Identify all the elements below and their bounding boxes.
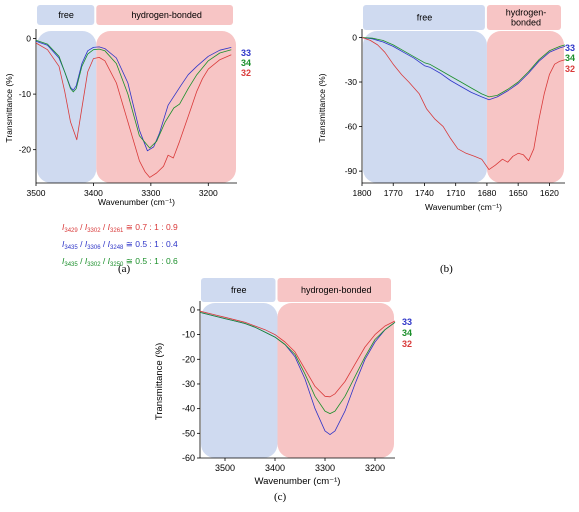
intensity-symbol: I [84, 256, 88, 266]
hb-label: hydrogen-bonded [301, 285, 372, 295]
intensity-symbol: I [62, 239, 65, 249]
intensity-symbol: I [107, 256, 111, 266]
series-line-32 [35, 42, 232, 178]
series-line-34 [35, 39, 232, 149]
y-tick-label: -20 [182, 354, 195, 364]
hb-header-band [277, 278, 391, 302]
wavenumber-subscript: 3435 [64, 245, 78, 251]
wavenumber-subscript: 3302 [87, 262, 101, 268]
y-axis-label: Transmittance (%) [317, 73, 327, 142]
x-tick-label: 1770 [384, 188, 403, 198]
intensity-symbol: I [62, 256, 65, 266]
x-axis-label: Wavenumber (cm⁻¹) [425, 202, 502, 212]
ratio-line-33: I3435 / I3306 / I3248 ≅ 0.5 : 1 : 0.4 [62, 239, 178, 251]
ratio-line-34: I3435 / I3302 / I3250 ≅ 0.5 : 1 : 0.6 [62, 256, 178, 268]
intensity-symbol: I [107, 222, 111, 232]
wavenumber-subscript: 3302 [87, 228, 101, 234]
free-header-band [363, 5, 485, 30]
hb-region [277, 303, 394, 458]
y-tick-label: -20 [19, 145, 32, 155]
y-tick-label: -10 [19, 89, 32, 99]
wavenumber-subscript: 3261 [110, 228, 124, 234]
y-tick-label: -40 [182, 404, 195, 414]
x-tick-label: 1620 [540, 188, 559, 198]
wavenumber-subscript: 3248 [110, 245, 124, 251]
wavenumber-subscript: 3250 [110, 262, 124, 268]
y-tick-label: -60 [182, 453, 195, 463]
wavenumber-subscript: 3306 [87, 245, 101, 251]
legend-33: 33 [241, 48, 251, 58]
x-tick-label: 1710 [446, 188, 465, 198]
x-tick-label: 1800 [353, 188, 372, 198]
legend-34: 34 [565, 53, 575, 63]
y-tick-label: 0 [26, 34, 31, 44]
hb-label: hydrogen-bonded [506, 8, 547, 28]
hb-label: hydrogen-bonded [131, 10, 202, 20]
y-tick-label: -90 [345, 166, 358, 176]
hb-header-band [96, 5, 233, 25]
intensity-symbol: I [107, 239, 111, 249]
x-tick-label: 3300 [315, 463, 335, 473]
free-header-band [201, 278, 276, 302]
wavenumber-subscript: 3435 [64, 262, 78, 268]
legend-32: 32 [565, 64, 575, 74]
wavenumber-subscript: 3429 [64, 228, 78, 234]
legend-34: 34 [402, 328, 412, 338]
panel-label-b: (b) [440, 263, 453, 275]
ratio-value: ≅ 0.7 : 1 : 0.9 [123, 222, 178, 232]
intensity-symbol: I [84, 222, 88, 232]
legend-32: 32 [402, 339, 412, 349]
series-line-34 [199, 312, 396, 414]
intensity-ratios: I3429 / I3302 / I3261 ≅ 0.7 : 1 : 0.9 I3… [62, 221, 178, 272]
series-line-33 [361, 37, 566, 101]
free-label: free [417, 13, 433, 23]
x-tick-label: 3500 [27, 188, 46, 198]
intensity-symbol: I [62, 222, 65, 232]
series-line-32 [361, 37, 566, 170]
free-region [363, 31, 487, 183]
legend-34: 34 [241, 58, 251, 68]
y-tick-label: -10 [182, 330, 195, 340]
x-tick-label: 3400 [265, 463, 285, 473]
x-tick-label: 1650 [509, 188, 528, 198]
panel-label-c: (c) [274, 491, 287, 503]
ratio-value: ≅ 0.5 : 1 : 0.6 [123, 256, 178, 266]
y-axis-label: Transmittance (%) [154, 343, 165, 420]
legend-33: 33 [402, 317, 412, 327]
legend-33: 33 [565, 43, 575, 53]
x-tick-label: 1680 [477, 188, 496, 198]
free-label: free [231, 285, 247, 295]
x-tick-label: 1740 [415, 188, 434, 198]
ratio-value: ≅ 0.5 : 1 : 0.4 [123, 239, 178, 249]
y-tick-label: 0 [190, 305, 195, 315]
series-line-32 [199, 310, 396, 398]
y-tick-label: 0 [352, 32, 357, 42]
series-line-34 [361, 37, 566, 98]
ratio-line-32: I3429 / I3302 / I3261 ≅ 0.7 : 1 : 0.9 [62, 222, 178, 234]
legend-32: 32 [241, 68, 251, 78]
intensity-symbol: I [84, 239, 88, 249]
x-axis-label: Wavenumber (cm⁻¹) [255, 476, 341, 487]
x-tick-label: 3300 [141, 188, 160, 198]
x-tick-label: 3400 [84, 188, 103, 198]
x-tick-label: 3200 [199, 188, 218, 198]
hb-header-band [486, 5, 561, 30]
y-tick-label: -60 [345, 122, 358, 132]
free-label: free [58, 10, 74, 20]
y-tick-label: -50 [182, 428, 195, 438]
x-tick-label: 3200 [365, 463, 385, 473]
panel-label-a: (a) [118, 263, 131, 275]
y-tick-label: -30 [182, 379, 195, 389]
y-axis-label: Transmittance (%) [4, 73, 14, 142]
y-tick-label: -30 [345, 77, 358, 87]
hb-region [486, 31, 564, 183]
x-tick-label: 3500 [215, 463, 235, 473]
free-region [201, 303, 278, 458]
x-axis-label: Wavenumber (cm⁻¹) [98, 197, 175, 207]
free-header-band [37, 5, 95, 25]
